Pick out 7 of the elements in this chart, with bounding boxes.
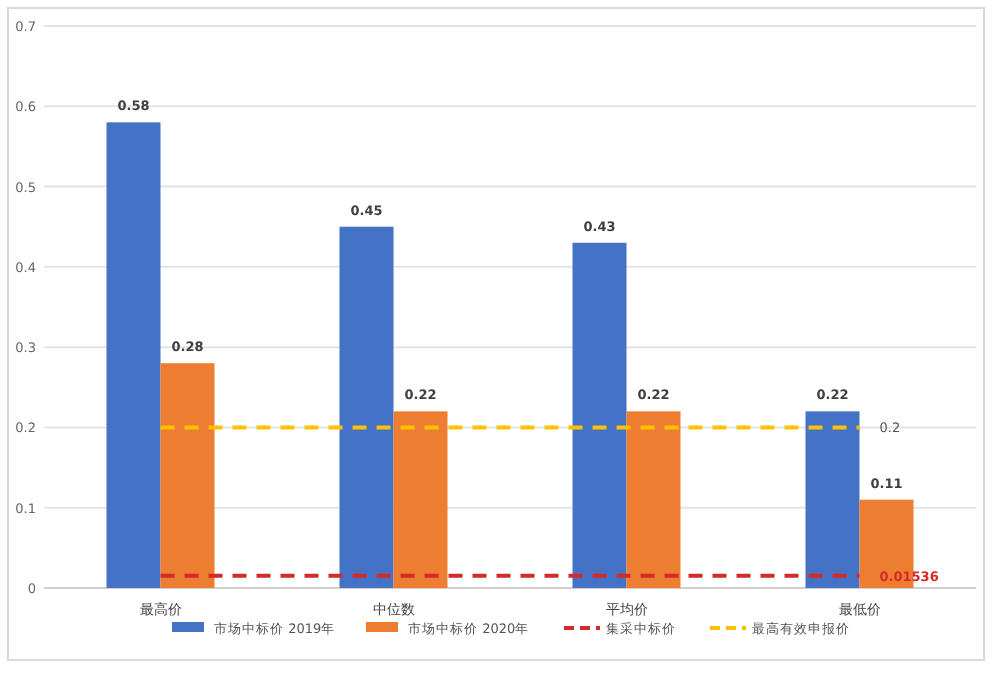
bar <box>805 411 860 588</box>
bar <box>160 363 215 588</box>
bar <box>626 411 681 588</box>
bar <box>106 122 161 588</box>
bar <box>339 226 394 588</box>
bar <box>393 411 448 588</box>
bar <box>572 242 627 588</box>
